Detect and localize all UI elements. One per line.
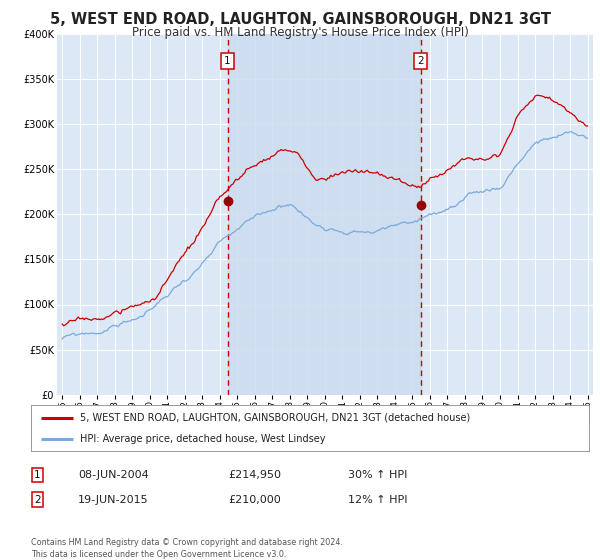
Text: 2: 2 [34,494,41,505]
Text: 30% ↑ HPI: 30% ↑ HPI [348,470,407,480]
Text: £214,950: £214,950 [228,470,281,480]
Text: HPI: Average price, detached house, West Lindsey: HPI: Average price, detached house, West… [80,435,326,444]
Text: 19-JUN-2015: 19-JUN-2015 [78,494,149,505]
Text: 5, WEST END ROAD, LAUGHTON, GAINSBOROUGH, DN21 3GT (detached house): 5, WEST END ROAD, LAUGHTON, GAINSBOROUGH… [80,413,470,423]
Text: 1: 1 [224,55,231,66]
Text: 1: 1 [34,470,41,480]
Text: £210,000: £210,000 [228,494,281,505]
Text: 5, WEST END ROAD, LAUGHTON, GAINSBOROUGH, DN21 3GT: 5, WEST END ROAD, LAUGHTON, GAINSBOROUGH… [49,12,551,27]
Text: Price paid vs. HM Land Registry's House Price Index (HPI): Price paid vs. HM Land Registry's House … [131,26,469,39]
Text: 2: 2 [417,55,424,66]
Text: 08-JUN-2004: 08-JUN-2004 [78,470,149,480]
Text: 12% ↑ HPI: 12% ↑ HPI [348,494,407,505]
Text: Contains HM Land Registry data © Crown copyright and database right 2024.
This d: Contains HM Land Registry data © Crown c… [31,538,343,559]
Bar [227,34,421,395]
